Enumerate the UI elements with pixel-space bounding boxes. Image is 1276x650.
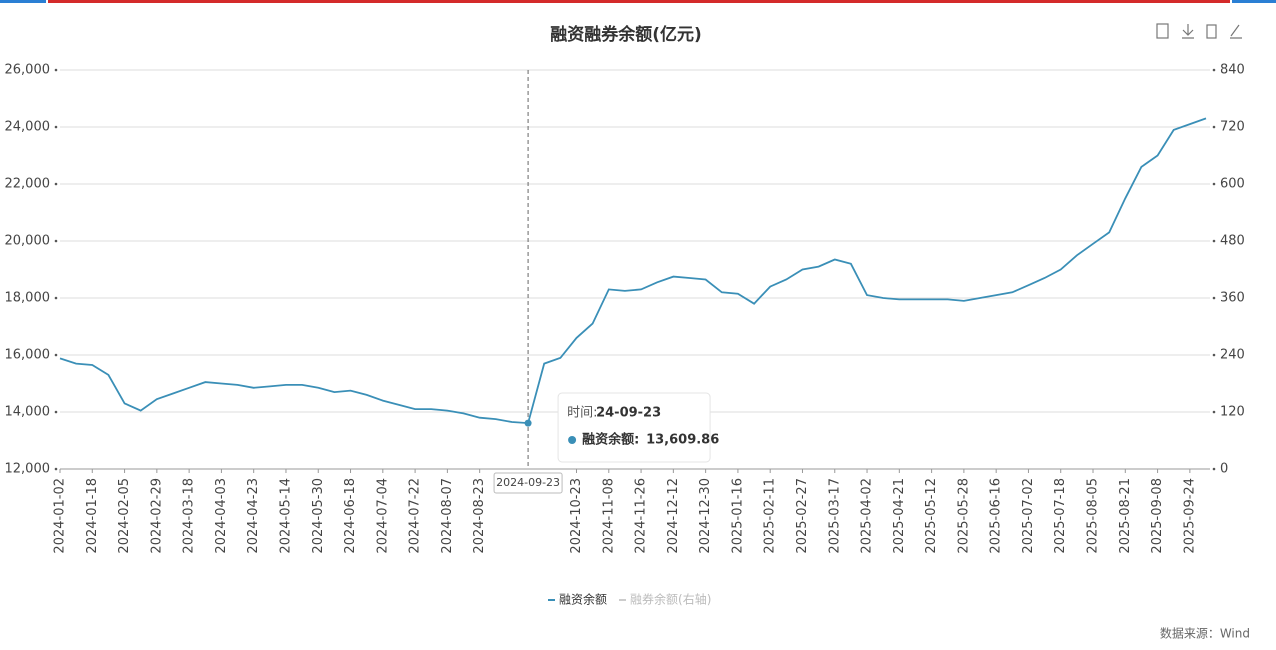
y-tick-label: 22,000 [5,177,51,192]
y2-tick-label: 600 [1220,177,1245,192]
x-tick-label: 2024-01-18 [85,478,100,554]
axis-pointer-label-box [493,472,563,494]
y2-tick-mark [1212,125,1216,129]
tooltip-time: 24-09-23 [596,406,661,421]
y2-tick-label: 360 [1220,291,1245,306]
tooltip-box [557,392,711,463]
x-tick-label: 2025-02-11 [763,478,778,554]
x-tick-label: 2024-05-14 [278,478,293,554]
x-tick-label: 2025-09-08 [1150,478,1165,554]
y2-tick-label: 480 [1220,234,1245,249]
y-tick-label: 24,000 [5,120,51,135]
x-tick-label: 2024-02-29 [149,478,164,554]
x-tick-label: 2025-01-16 [730,478,745,554]
top-bar-left [0,0,46,3]
y-tick-label: 14,000 [5,405,51,420]
x-tick-label: 2025-08-05 [1086,478,1101,554]
x-tick-label: 2024-04-03 [214,478,229,554]
toolbox[interactable] [1156,23,1242,39]
y-tick-label: 20,000 [5,234,51,249]
legend-label[interactable]: 融资余额 [559,592,607,607]
y-tick-label: 18,000 [5,291,51,306]
source: 数据来源：Wind [1160,626,1250,641]
x-tick-label: 2024-02-05 [117,478,132,554]
y2-tick-mark [1212,68,1216,72]
y2-tick-mark [1212,410,1216,414]
y-tick-mark [54,410,58,414]
x-tick-label: 2025-03-17 [827,478,842,554]
y2-tick-label: 120 [1220,405,1245,420]
top-bar [48,0,1230,3]
copy[interactable] [1206,24,1217,39]
y2-tick-mark [1212,296,1216,300]
chart-title: 融资融券余额(亿元) [550,24,702,45]
x-tick-label: 2024-11-26 [634,478,649,554]
y2-tick-label: 0 [1220,462,1228,477]
x-tick-label: 2024-08-23 [472,478,487,554]
x-tick-label: 2024-01-02 [53,478,68,554]
x-tick-label: 2024-07-04 [375,478,390,554]
x-tick-label: 2024-12-12 [666,478,681,554]
x-tick-label: 2025-06-16 [989,478,1004,554]
y-tick-label: 16,000 [5,348,51,363]
x-tick-label: 2025-04-21 [892,478,907,554]
x-tick-label: 2025-05-12 [924,478,939,554]
x-tick-label: 2025-04-02 [860,478,875,554]
x-tick-label: 2025-07-02 [1021,478,1036,554]
y-tick-mark [54,296,58,300]
x-tick-label: 2025-07-18 [1053,478,1068,554]
hover-point [524,419,532,427]
x-tick-label: 2025-08-21 [1118,478,1133,554]
tooltip-time-label: 时间: [567,406,597,421]
y-tick-label: 12,000 [5,462,51,477]
y-tick-mark [54,239,58,243]
edit[interactable] [1230,24,1242,39]
y-tick-mark [54,353,58,357]
x-tick-label: 2024-04-23 [246,478,261,554]
top-bar-right [1232,0,1276,3]
y2-tick-label: 240 [1220,348,1245,363]
y2-tick-label: 720 [1220,120,1245,135]
x-tick-label: 2024-12-30 [698,478,713,554]
x-tick-label: 2024-07-22 [408,478,423,554]
tooltip-series: 融资余额: [582,432,639,448]
x-tick-label: 2025-09-24 [1182,478,1197,554]
y2-tick-label: 840 [1220,63,1245,78]
y2-tick-mark [1212,239,1216,243]
export-xls[interactable] [1156,23,1169,39]
y2-tick-mark [1212,353,1216,357]
y-tick-mark [54,467,58,471]
x-tick-label: 2024-11-08 [601,478,616,554]
tooltip-value: 13,609.86 [646,433,719,448]
y2-tick-mark [1212,467,1216,471]
tooltip-dot [568,436,577,444]
x-tick-label: 2024-03-18 [182,478,197,554]
line [59,117,1207,425]
x-tick-label: 2025-02-27 [795,478,810,554]
y-tick-mark [54,182,58,186]
x-tick-label: 2024-05-30 [311,478,326,554]
x-tick-label: 2024-10-23 [569,478,584,554]
y-tick-label: 26,000 [5,63,51,78]
axis-pointer-label: 2024-09-23 [496,476,560,489]
x-tick-label: 2024-06-18 [343,478,358,554]
x-tick-label: 2025-05-28 [956,478,971,554]
download[interactable] [1182,24,1194,39]
x-tick-label: 2024-08-07 [440,478,455,554]
legend-label[interactable]: 融券余额(右轴) [630,592,711,607]
y-tick-mark [54,125,58,129]
y-tick-mark [54,68,58,72]
y2-tick-mark [1212,182,1216,186]
